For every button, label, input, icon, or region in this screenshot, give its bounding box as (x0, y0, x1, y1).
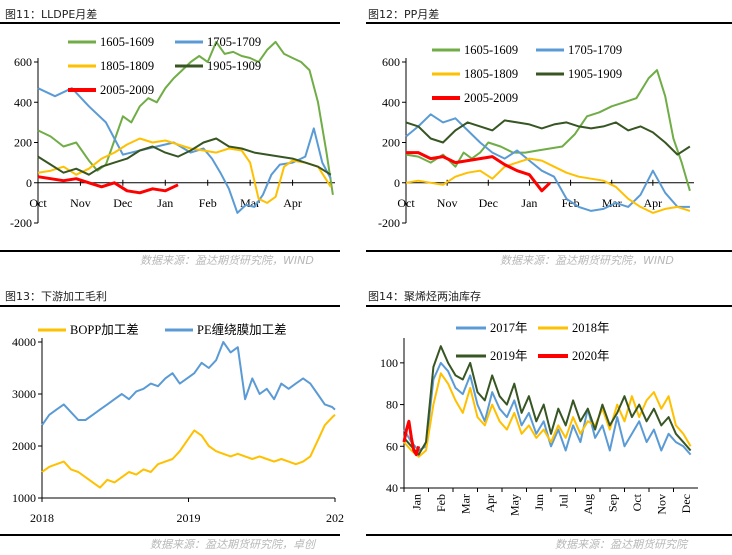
y-tick-label: 40 (386, 481, 398, 495)
legend-label: 2018年 (572, 321, 610, 335)
x-tick-label: 2018 (30, 511, 54, 525)
x-tick-label: Jul (556, 493, 570, 508)
source-note: 数据来源：盈达期货研究院，WIND (500, 254, 674, 267)
x-tick-label: Apr (644, 196, 663, 210)
y-tick-label: 1000 (12, 491, 36, 505)
title-divider (366, 305, 732, 307)
x-tick-label: 202 (326, 511, 344, 525)
y-tick-label: 3000 (12, 387, 36, 401)
x-tick-label: Jan (157, 196, 173, 210)
legend-label: 2005-2009 (100, 83, 154, 97)
legend-label: PE缠绕膜加工差 (197, 322, 287, 337)
source-note: 数据来源：盈达期货研究院，卓创 (150, 538, 315, 551)
legend-label: 1805-1809 (100, 59, 154, 73)
y-tick-label: 100 (380, 356, 398, 370)
legend-label: 2017年 (490, 321, 528, 335)
legend-label: 1705-1709 (568, 43, 622, 57)
legend-label: 1605-1609 (464, 43, 518, 57)
processing-margin-chart: 4000 3000 2000 1000 2018 2019 202 BOPP加工差 PE缠绕膜加… (12, 322, 344, 525)
x-tick-label: Jan (521, 196, 537, 210)
chart-title: 图12：PP月差 (368, 8, 440, 21)
legend-label: 2019年 (490, 349, 528, 363)
y-tick-label: 60 (386, 439, 398, 453)
legend-label: 1805-1809 (464, 67, 518, 81)
series-line-2005-2009 (37, 175, 179, 195)
x-tick-label: Jan (409, 494, 423, 510)
y-tick-label: 200 (382, 136, 400, 150)
polyolefin-inventory-chart: 100 80 60 40 Jan Feb Mar Apr May Jun Jul Aug Sep Oct N… (380, 321, 698, 516)
series-line-2019年 (403, 345, 692, 456)
series-line-2018年 (403, 372, 692, 458)
legend-label: 1905-1909 (207, 59, 261, 73)
x-tick-label: Nov (70, 196, 91, 210)
title-divider (366, 22, 732, 24)
x-tick-label: Mar (458, 494, 472, 514)
x-tick-label: Sep (605, 494, 619, 512)
x-tick-label: Oct (630, 493, 644, 511)
x-tick-label: Feb (434, 494, 448, 512)
title-divider (0, 22, 340, 24)
x-tick-label: Feb (199, 196, 217, 210)
source-divider (0, 250, 340, 252)
source-divider (0, 534, 340, 536)
legend-label: 1705-1709 (207, 35, 261, 49)
y-tick-label: 200 (14, 136, 32, 150)
series-line-2020年 (402, 419, 421, 457)
y-tick-label: 4000 (12, 335, 36, 349)
x-tick-label: Aug (581, 494, 595, 515)
series-line-PE缠绕膜加工差 (41, 341, 336, 426)
source-divider (366, 250, 732, 252)
series-line-1705-1709 (37, 87, 332, 214)
x-tick-label: Apr (283, 196, 302, 210)
x-tick-label: Nov (437, 196, 458, 210)
title-divider (0, 305, 340, 307)
series-line-1905-1909 (37, 137, 332, 176)
chart-title: 图11：LLDPE月差 (5, 8, 98, 21)
y-tick-label: 600 (14, 55, 32, 69)
x-tick-label: Jun (532, 494, 546, 511)
y-tick-label: 400 (382, 95, 400, 109)
series-line-1805-1809 (37, 137, 332, 204)
x-tick-label: Feb (562, 196, 580, 210)
y-tick-label: 80 (386, 398, 398, 412)
source-note: 数据来源：盈达期货研究院，WIND (140, 254, 314, 267)
x-tick-label: May (507, 494, 521, 516)
series-line-2017年 (403, 361, 692, 456)
x-tick-label: Dec (679, 494, 693, 513)
y-tick-label: 0 (394, 176, 400, 190)
source-note: 数据来源：盈达期货研究院 (555, 538, 687, 551)
y-tick-label: 400 (14, 95, 32, 109)
series-line-1905-1909 (405, 119, 691, 156)
y-tick-label: 0 (26, 176, 32, 190)
x-tick-label: 2019 (177, 511, 201, 525)
legend-label: 1605-1609 (100, 35, 154, 49)
x-tick-label: Apr (483, 494, 497, 513)
y-tick-label: 600 (382, 55, 400, 69)
y-tick-label: -200 (10, 216, 32, 230)
legend-label: 2020年 (572, 349, 610, 363)
series-line-2005-2009 (406, 151, 552, 193)
y-tick-label: 2000 (12, 439, 36, 453)
legend-label: 2005-2009 (464, 91, 518, 105)
source-divider (366, 534, 732, 536)
y-tick-label: -200 (378, 216, 400, 230)
x-tick-label: Dec (479, 196, 498, 210)
series-line-BOPP加工差 (41, 414, 336, 489)
x-tick-label: Dec (113, 196, 132, 210)
chart-title: 图14：聚烯烃两油库存 (368, 290, 481, 303)
chart-title: 图13：下游加工毛利 (5, 290, 107, 303)
legend-label: 1905-1909 (568, 67, 622, 81)
x-tick-label: Nov (654, 494, 668, 515)
legend-label: BOPP加工差 (70, 323, 139, 337)
x-tick-label: Oct (29, 196, 47, 210)
series-line-1805-1809 (405, 157, 691, 214)
series-line-1705-1709 (405, 113, 690, 212)
x-tick-label: Oct (397, 196, 415, 210)
